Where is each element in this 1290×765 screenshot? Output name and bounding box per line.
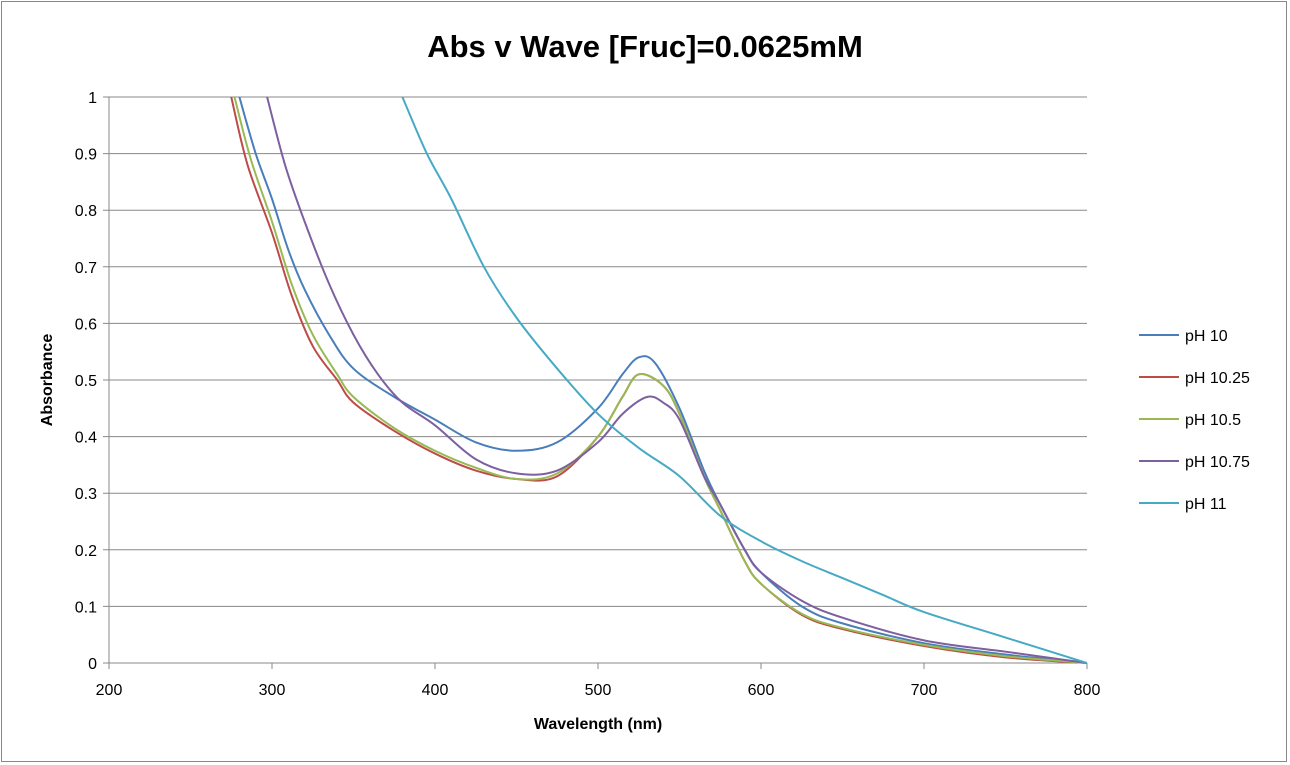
series-line-0 (238, 97, 1087, 664)
y-tick-label: 0.3 (75, 486, 97, 503)
series-line-4 (401, 97, 1087, 664)
x-axis-label: Wavelength (nm) (534, 716, 662, 733)
y-tick-label: 0.6 (75, 316, 97, 333)
x-tick-label: 400 (422, 682, 449, 699)
legend-label: pH 10.75 (1185, 454, 1250, 471)
series-line-2 (233, 97, 1087, 664)
y-tick-label: 0 (88, 656, 97, 673)
y-tick-label: 0.4 (75, 430, 97, 447)
y-tick-label: 1 (88, 90, 97, 107)
y-tick-label: 0.7 (75, 260, 97, 277)
x-tick-label: 700 (911, 682, 938, 699)
legend-label: pH 10.5 (1185, 412, 1241, 429)
x-tick-label: 300 (259, 682, 286, 699)
x-tick-label: 500 (585, 682, 612, 699)
legend-label: pH 10.25 (1185, 370, 1250, 387)
x-tick-label: 600 (748, 682, 775, 699)
y-tick-label: 0.2 (75, 543, 97, 560)
series-line-3 (266, 97, 1087, 664)
legend-label: pH 11 (1185, 496, 1227, 513)
y-tick-label: 0.5 (75, 373, 97, 390)
chart-title: Abs v Wave [Fruc]=0.0625mM (427, 29, 863, 64)
x-tick-label: 800 (1074, 682, 1101, 699)
y-axis-label: Absorbance (39, 334, 56, 427)
y-tick-label: 0.8 (75, 203, 97, 220)
legend-label: pH 10 (1185, 328, 1228, 345)
y-tick-label: 0.9 (75, 147, 97, 164)
y-tick-label: 0.1 (75, 599, 97, 616)
x-tick-label: 200 (96, 682, 123, 699)
